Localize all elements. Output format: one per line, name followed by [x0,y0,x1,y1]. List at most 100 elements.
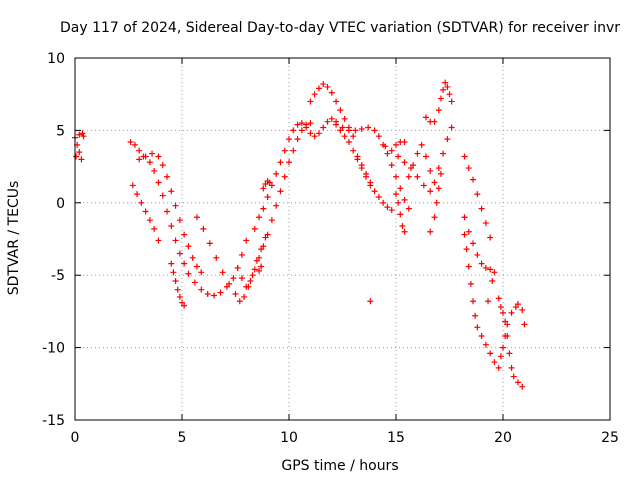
data-point [78,156,85,163]
data-point [395,199,402,206]
data-point [521,321,528,328]
data-point [337,107,344,114]
data-point [431,179,438,186]
data-point [217,289,224,296]
data-point [273,202,280,209]
data-point [155,153,162,160]
data-point [76,149,83,156]
data-point [191,279,198,286]
data-point [504,333,511,340]
data-point [367,298,374,305]
data-point [79,130,86,137]
data-point [260,205,267,212]
data-point [151,167,158,174]
data-point [375,194,382,201]
data-point [311,91,318,98]
data-point [375,133,382,140]
data-point [298,120,305,127]
data-point [264,194,271,201]
data-point [268,217,275,224]
data-point [226,280,233,287]
data-point [435,185,442,192]
gridlines [75,58,610,420]
data-point [414,173,421,180]
data-point [243,237,250,244]
data-point [514,301,521,308]
x-tick-label: 20 [494,430,512,446]
data-point [500,309,506,316]
data-point [277,188,284,195]
data-point [519,306,526,313]
data-point [174,286,181,293]
data-point [127,138,134,145]
data-point [258,263,265,270]
data-point [168,260,175,267]
data-point [164,208,171,215]
data-point [465,263,472,270]
data-point [328,115,335,122]
data-point [168,222,175,229]
data-point [446,91,453,98]
data-point [256,214,263,221]
data-point [256,254,263,261]
data-point [401,228,408,235]
data-point [427,228,434,235]
data-point [311,133,318,140]
data-point [435,107,442,114]
data-point [467,280,474,287]
data-point [465,228,472,235]
data-point [495,295,502,302]
data-point [286,136,292,143]
data-point [142,153,149,160]
data-point [324,83,331,90]
data-point [260,185,267,192]
data-point [380,199,387,206]
data-point [495,364,502,371]
data-point [405,205,412,212]
data-point [333,98,340,105]
y-tick-label: -15 [42,413,65,429]
data-point [482,220,489,227]
data-point [146,159,153,166]
data-point [431,214,438,221]
data-point [149,150,156,157]
data-point [365,124,372,131]
data-point [76,131,83,138]
data-point [448,124,455,131]
data-point [478,333,485,340]
data-point [243,283,250,290]
data-point [341,133,348,140]
data-point [294,121,301,128]
data-point [136,156,143,163]
data-point [418,141,425,148]
data-point [489,277,496,284]
data-point [193,263,200,270]
data-point [200,225,207,232]
data-point [172,277,179,284]
data-point [405,173,412,180]
data-point [440,86,447,93]
data-point [159,162,166,169]
data-point [485,298,492,305]
data-point [448,98,455,105]
data-point [437,170,444,177]
data-point [206,240,213,247]
data-point [256,267,263,274]
data-point [514,379,521,386]
data-point [294,136,301,143]
data-point [251,225,258,232]
data-point [168,188,175,195]
data-point [320,81,327,88]
data-point [136,147,143,154]
axes [74,57,611,421]
data-point [238,275,245,282]
data-point [176,293,183,300]
data-point [129,182,136,189]
data-point [176,217,183,224]
data-point [155,179,162,186]
data-point [358,125,365,132]
x-tick-label: 10 [280,430,298,446]
data-point [307,130,314,137]
data-point [482,264,489,271]
y-tick-label: 0 [56,196,65,212]
